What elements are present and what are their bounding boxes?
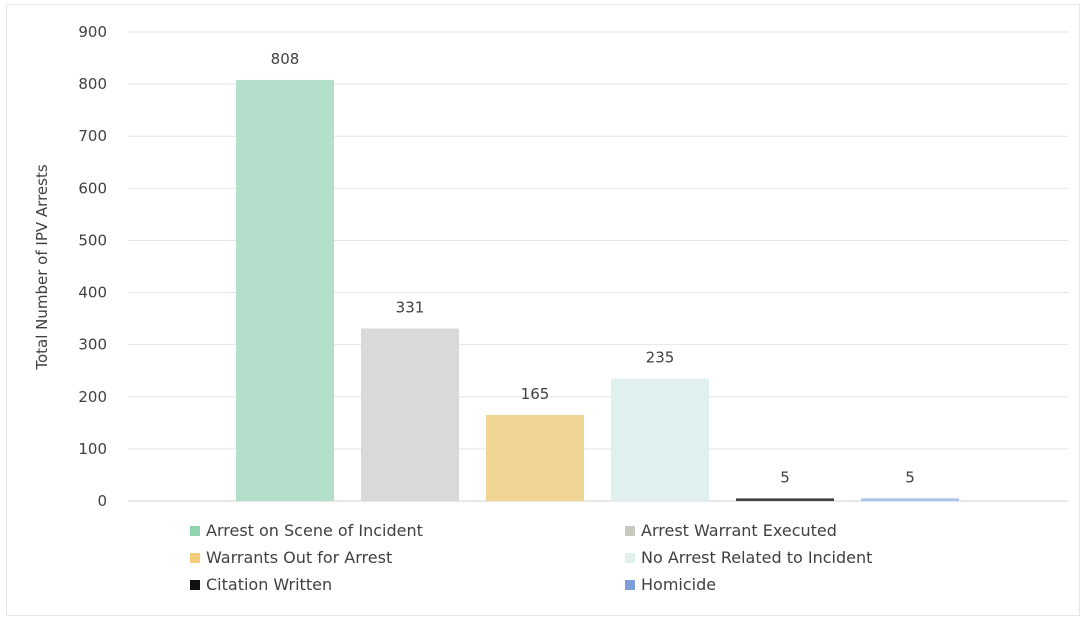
legend-label: Arrest Warrant Executed: [641, 521, 837, 540]
y-axis-ticks: 0 100 200 300 400 500 600 700 800 900: [78, 23, 107, 510]
bar: [861, 498, 959, 501]
legend-swatch: [190, 525, 200, 536]
y-tick-label: 400: [78, 284, 107, 302]
y-tick-label: 200: [78, 388, 107, 406]
y-axis-label: Total Number of IPV Arrests: [33, 164, 51, 370]
legend-label: No Arrest Related to Incident: [641, 548, 873, 567]
bars: [236, 79, 959, 501]
legend-swatch: [625, 525, 635, 536]
chart-frame: [6, 4, 1080, 616]
data-labels: 808 331 165 235 5 5: [271, 50, 915, 486]
legend-label: Citation Written: [206, 575, 333, 594]
legend-item: Arrest on Scene of Incident: [190, 521, 423, 540]
y-tick-label: 100: [78, 440, 107, 458]
legend-item: Citation Written: [190, 575, 332, 594]
data-label: 165: [521, 385, 550, 403]
bar: [611, 378, 709, 501]
bar: [736, 498, 834, 501]
legend-label: Warrants Out for Arrest: [206, 548, 393, 567]
legend-swatch: [190, 579, 200, 590]
y-tick-label: 600: [78, 179, 107, 197]
legend-item: No Arrest Related to Incident: [625, 548, 872, 567]
legend-swatch: [625, 579, 635, 590]
legend-item: Arrest Warrant Executed: [625, 521, 837, 540]
bar: [486, 415, 584, 501]
y-tick-label: 700: [78, 127, 107, 145]
legend-item: Warrants Out for Arrest: [190, 548, 392, 567]
y-tick-label: 800: [78, 75, 107, 93]
data-label: 5: [905, 468, 915, 486]
bar: [236, 79, 334, 501]
legend-item: Homicide: [625, 575, 716, 594]
y-tick-label: 300: [78, 336, 107, 354]
y-tick-label: 500: [78, 231, 107, 249]
legend-swatch: [625, 552, 635, 563]
y-tick-label: 900: [78, 23, 107, 41]
data-label: 331: [396, 299, 425, 317]
data-label: 808: [271, 50, 300, 68]
bar: [361, 328, 459, 501]
data-label: 235: [646, 349, 675, 367]
legend-label: Arrest on Scene of Incident: [206, 521, 423, 540]
legend-label: Homicide: [641, 575, 717, 594]
y-tick-label: 0: [97, 492, 107, 510]
data-label: 5: [780, 468, 790, 486]
legend-swatch: [190, 552, 200, 563]
